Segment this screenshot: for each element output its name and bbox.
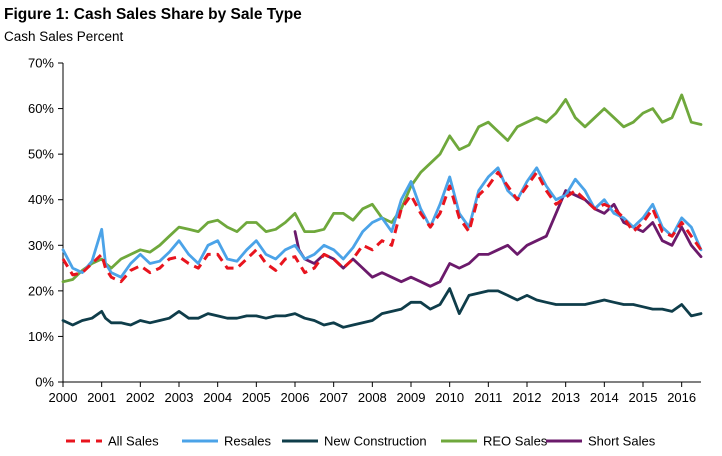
x-tick-label: 2007 [319,390,348,405]
x-tick-label: 2013 [551,390,580,405]
x-tick-label: 2009 [397,390,426,405]
x-tick-label: 2014 [590,390,619,405]
chart-title: Figure 1: Cash Sales Share by Sale Type [4,6,302,23]
x-tick-label: 2010 [435,390,464,405]
x-axis: 2000 2001 2002 2003 2004 2005 2006 2007 2008 2009… [49,381,701,405]
y-tick-label: 30% [28,238,54,253]
y-tick-label: 60% [28,101,54,116]
x-tick-label: 2004 [203,390,232,405]
series-line-all-sales [61,170,703,284]
x-tick-label: 2005 [242,390,271,405]
y-tick-label: 10% [28,329,54,344]
y-tick-label: 20% [28,283,54,298]
x-tick-label: 2016 [667,390,696,405]
y-tick-label: 0% [35,375,54,390]
series-line-reo-sales [61,93,703,284]
series-layer [61,93,703,329]
x-tick-label: 2003 [165,390,194,405]
y-axis: 0% 10% 20% 30% 40% 50% 60% 70% [28,56,64,390]
legend: All Sales Resales New Construction REO Sale… [66,434,656,449]
x-tick-label: 2001 [87,390,116,405]
x-tick-label: 2008 [358,390,387,405]
legend-label-short-sales: Short Sales [588,434,656,449]
legend-label-new-construction: New Construction [324,434,427,449]
series-line-resales [61,166,703,279]
legend-label-resales: Resales [224,434,271,449]
y-tick-label: 40% [28,192,54,207]
series-line-short-sales [293,189,703,288]
chart-subtitle: Cash Sales Percent [4,29,124,44]
x-tick-label: 2011 [474,390,502,405]
x-tick-label: 2002 [126,390,155,405]
series-line-new-construction [61,287,703,329]
x-tick-label: 2006 [281,390,310,405]
legend-label-reo-sales: REO Sales [483,434,548,449]
x-tick-label: 2000 [49,390,78,405]
y-tick-label: 50% [28,147,54,162]
legend-label-all-sales: All Sales [108,434,159,449]
x-tick-label: 2012 [513,390,542,405]
x-tick-label: 2015 [629,390,658,405]
y-tick-label: 70% [28,56,54,71]
